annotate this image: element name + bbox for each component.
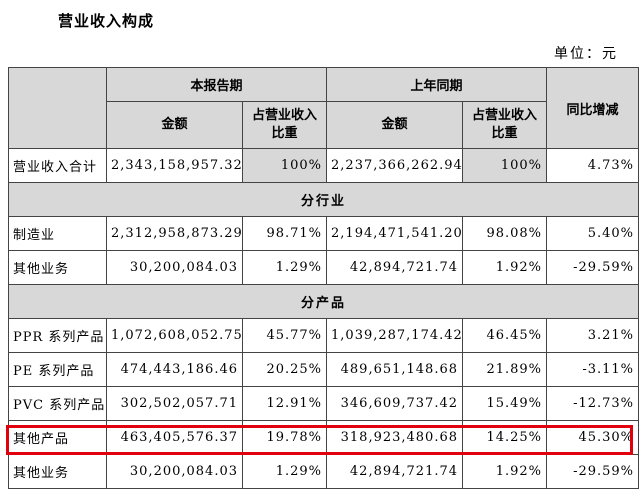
cur-amount: 2,343,158,957.32 bbox=[106, 148, 243, 183]
row-label: PE 系列产品 bbox=[8, 352, 107, 387]
unit-label: 单位：元 bbox=[554, 46, 618, 62]
section-title: 分产品 bbox=[7, 284, 640, 319]
table-row: PE 系列产品 474,443,186.46 20.25% 489,651,14… bbox=[8, 352, 640, 387]
table-row: PPR 系列产品 1,072,608,052.75 45.77% 1,039,2… bbox=[8, 318, 640, 353]
row-label: 其他业务 bbox=[8, 250, 107, 285]
header-current-period: 本报告期 bbox=[105, 67, 328, 102]
prev-share: 46.45% bbox=[462, 318, 548, 353]
table-row-highlighted: 其他产品 463,405,576.37 19.78% 318,923,480.6… bbox=[8, 420, 640, 455]
cur-amount: 2,312,958,873.29 bbox=[106, 216, 243, 251]
yoy-change: -29.59% bbox=[546, 454, 640, 489]
prev-share: 14.25% bbox=[462, 420, 548, 455]
cur-amount: 463,405,576.37 bbox=[106, 420, 243, 455]
cur-share: 20.25% bbox=[241, 352, 328, 387]
prev-share: 1.92% bbox=[462, 250, 548, 285]
cur-share: 12.91% bbox=[241, 386, 328, 421]
table-row: 制造业 2,312,958,873.29 98.71% 2,194,471,54… bbox=[8, 216, 640, 251]
row-label: 其他产品 bbox=[8, 420, 107, 455]
revenue-table: 本报告期 上年同期 同比增减 金额 占营业收入比重 金额 占营业收入比重 营业收… bbox=[7, 67, 640, 489]
row-label: PPR 系列产品 bbox=[8, 318, 107, 353]
row-label: 制造业 bbox=[8, 216, 107, 251]
yoy-change: -3.11% bbox=[546, 352, 640, 387]
prev-amount: 346,609,737.42 bbox=[326, 386, 464, 421]
cur-share: 100% bbox=[241, 148, 328, 183]
cur-amount: 1,072,608,052.75 bbox=[106, 318, 243, 353]
row-label: 其他业务 bbox=[8, 454, 107, 489]
cur-amount: 30,200,084.03 bbox=[106, 250, 243, 285]
prev-amount: 489,651,148.68 bbox=[326, 352, 464, 387]
prev-amount: 2,194,471,541.20 bbox=[326, 216, 464, 251]
table-row: 其他业务 30,200,084.03 1.29% 42,894,721.74 1… bbox=[8, 454, 640, 489]
prev-amount: 42,894,721.74 bbox=[326, 250, 464, 285]
yoy-change: 4.73% bbox=[546, 148, 640, 183]
yoy-change: -12.73% bbox=[546, 386, 640, 421]
cur-amount: 30,200,084.03 bbox=[106, 454, 243, 489]
page-title: 营业收入构成 bbox=[58, 12, 155, 30]
prev-share: 15.49% bbox=[462, 386, 548, 421]
total-row: 营业收入合计 2,343,158,957.32 100% 2,237,366,2… bbox=[8, 148, 640, 183]
table-row: 其他业务 30,200,084.03 1.29% 42,894,721.74 1… bbox=[8, 250, 640, 285]
header-prior-period: 上年同期 bbox=[326, 67, 548, 102]
prev-share: 1.92% bbox=[462, 454, 548, 489]
yoy-change: 5.40% bbox=[546, 216, 640, 251]
row-label: 营业收入合计 bbox=[8, 148, 107, 183]
prev-amount: 2,237,366,262.94 bbox=[326, 148, 464, 183]
cur-amount: 474,443,186.46 bbox=[106, 352, 243, 387]
yoy-change: -29.59% bbox=[546, 250, 640, 285]
header-prev-share: 占营业收入比重 bbox=[462, 101, 548, 149]
prev-amount: 42,894,721.74 bbox=[326, 454, 464, 489]
prev-amount: 1,039,287,174.42 bbox=[326, 318, 464, 353]
table-row: PVC 系列产品 302,502,057.71 12.91% 346,609,7… bbox=[8, 386, 640, 421]
prev-amount: 318,923,480.68 bbox=[326, 420, 464, 455]
prev-share: 21.89% bbox=[462, 352, 548, 387]
cur-share: 98.71% bbox=[241, 216, 328, 251]
section-title: 分行业 bbox=[7, 182, 640, 217]
header-cur-share: 占营业收入比重 bbox=[241, 101, 328, 149]
prev-share: 98.08% bbox=[462, 216, 548, 251]
prev-share: 100% bbox=[462, 148, 548, 183]
header-prev-amount: 金额 bbox=[326, 101, 464, 149]
yoy-change: 45.30% bbox=[546, 420, 640, 455]
cur-share: 19.78% bbox=[241, 420, 328, 455]
cur-share: 45.77% bbox=[241, 318, 328, 353]
cur-share: 1.29% bbox=[241, 454, 328, 489]
header-cur-amount: 金额 bbox=[106, 101, 243, 149]
cur-amount: 302,502,057.71 bbox=[106, 386, 243, 421]
row-label: PVC 系列产品 bbox=[8, 386, 107, 421]
section-row-product: 分产品 bbox=[7, 284, 640, 319]
yoy-change: 3.21% bbox=[546, 318, 640, 353]
header-yoy-change: 同比增减 bbox=[546, 67, 640, 149]
header-corner bbox=[8, 67, 107, 149]
section-row-industry: 分行业 bbox=[7, 182, 640, 217]
cur-share: 1.29% bbox=[241, 250, 328, 285]
